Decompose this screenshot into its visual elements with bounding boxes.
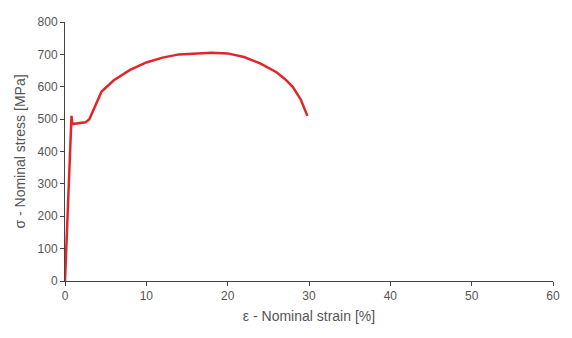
svg-text:500: 500: [38, 112, 58, 126]
svg-text:30: 30: [302, 289, 316, 303]
svg-text:400: 400: [38, 145, 58, 159]
svg-text:300: 300: [38, 177, 58, 191]
svg-text:600: 600: [38, 80, 58, 94]
svg-text:800: 800: [38, 15, 58, 29]
svg-text:60: 60: [546, 289, 560, 303]
svg-text:50: 50: [465, 289, 479, 303]
svg-text:ε - Nominal strain [%]: ε - Nominal strain [%]: [243, 308, 375, 324]
svg-text:100: 100: [38, 242, 58, 256]
svg-text:0: 0: [62, 289, 69, 303]
svg-text:10: 10: [140, 289, 154, 303]
svg-text:20: 20: [221, 289, 235, 303]
svg-text:σ - Nominal stress [MPa]: σ - Nominal stress [MPa]: [12, 74, 28, 228]
svg-text:700: 700: [38, 48, 58, 62]
svg-text:40: 40: [384, 289, 398, 303]
svg-text:200: 200: [38, 209, 58, 223]
svg-text:0: 0: [51, 274, 58, 288]
